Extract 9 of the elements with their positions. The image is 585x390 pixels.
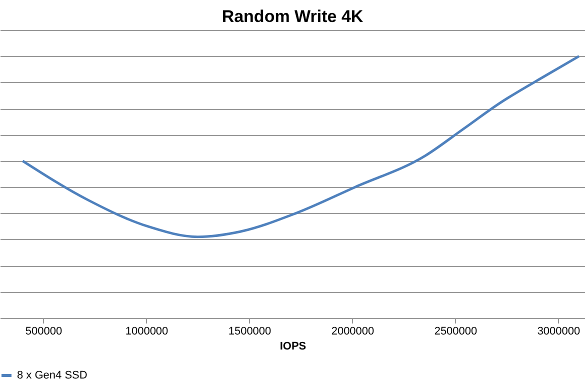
chart-title: Random Write 4K bbox=[222, 7, 364, 26]
x-tick-label: 1500000 bbox=[228, 326, 272, 338]
x-tick-label: 2500000 bbox=[434, 326, 478, 338]
legend-label: 8 x Gen4 SSD bbox=[17, 370, 88, 382]
x-tick-label: 1000000 bbox=[125, 326, 168, 338]
x-axis-title: IOPS bbox=[280, 340, 306, 352]
x-tick-label: 2000000 bbox=[331, 326, 374, 338]
x-tick-label: 500000 bbox=[25, 326, 62, 338]
x-tick-label: 3000000 bbox=[537, 326, 580, 338]
